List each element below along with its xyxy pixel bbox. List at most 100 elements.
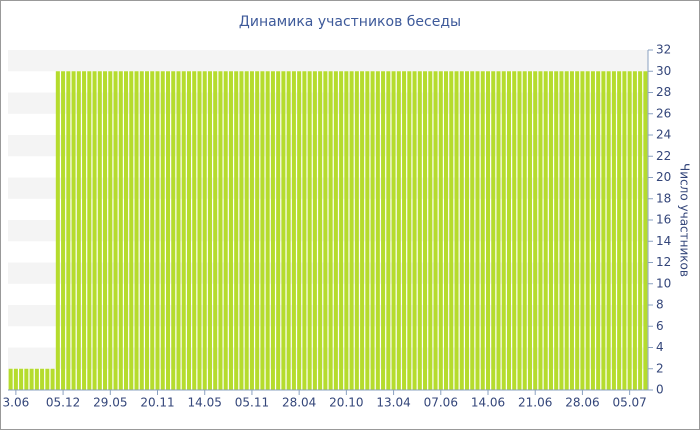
- bar: [218, 71, 223, 390]
- bar: [207, 71, 212, 390]
- x-tick-label: 05.07: [612, 396, 646, 410]
- bar: [108, 71, 113, 390]
- bar: [506, 71, 512, 390]
- bar: [386, 71, 391, 390]
- bar: [554, 71, 559, 390]
- y-tick-label: 0: [656, 383, 664, 397]
- bar: [627, 71, 632, 390]
- bar: [129, 71, 134, 390]
- bar: [228, 71, 233, 390]
- bar: [61, 71, 66, 390]
- bar: [276, 71, 281, 390]
- bar: [139, 71, 144, 390]
- bar: [470, 71, 475, 390]
- bar: [197, 71, 202, 390]
- bar: [307, 71, 312, 390]
- bar: [13, 368, 18, 390]
- bar: [601, 71, 606, 390]
- x-tick-label: 13.04: [376, 396, 410, 410]
- bar: [590, 71, 595, 390]
- y-tick-label: 20: [656, 170, 671, 184]
- bar: [29, 368, 34, 390]
- bar: [24, 368, 29, 390]
- bar: [622, 71, 627, 390]
- bar: [55, 71, 60, 390]
- bar: [533, 71, 538, 390]
- y-tick-label: 16: [656, 213, 671, 227]
- bar: [165, 71, 171, 390]
- bar: [260, 71, 265, 390]
- bar: [202, 71, 207, 390]
- y-tick-label: 24: [656, 128, 671, 142]
- x-tick-label: 05.12: [46, 396, 80, 410]
- bar: [391, 71, 396, 390]
- bar: [501, 71, 506, 390]
- bar: [144, 71, 150, 390]
- bar: [522, 71, 527, 390]
- bar: [396, 71, 401, 390]
- grid-band: [8, 50, 648, 72]
- bar: [596, 71, 601, 390]
- y-tick-label: 26: [656, 106, 671, 120]
- bar: [176, 71, 181, 390]
- bar: [485, 71, 491, 390]
- chart-title: Динамика участников беседы: [239, 14, 461, 30]
- bar: [186, 71, 192, 390]
- x-tick-label: 14.06: [471, 396, 505, 410]
- bar: [480, 71, 485, 390]
- bar: [617, 71, 622, 390]
- bar: [234, 71, 239, 390]
- x-tick-label: 07.06: [424, 396, 458, 410]
- bar: [150, 71, 155, 390]
- bar: [97, 71, 102, 390]
- bar: [444, 71, 449, 390]
- bar: [124, 71, 129, 390]
- bar: [213, 71, 218, 390]
- x-tick-label: 3.06: [3, 396, 30, 410]
- bar: [66, 71, 71, 390]
- bar: [19, 368, 24, 390]
- bar: [297, 71, 302, 390]
- bar: [134, 71, 139, 390]
- bar: [328, 71, 333, 390]
- bar: [270, 71, 275, 390]
- x-tick-label: 28.04: [282, 396, 316, 410]
- y-tick-label: 12: [656, 255, 671, 269]
- bar: [412, 71, 417, 390]
- bar: [454, 71, 459, 390]
- bar: [92, 71, 97, 390]
- x-tick-label: 28.06: [565, 396, 599, 410]
- bar: [491, 71, 496, 390]
- bar: [8, 368, 13, 390]
- y-tick-label: 18: [656, 191, 671, 205]
- bar: [181, 71, 186, 390]
- bar: [548, 71, 553, 390]
- bar: [339, 71, 344, 390]
- bar: [45, 368, 50, 390]
- bar: [255, 71, 260, 390]
- bar: [538, 71, 543, 390]
- bar: [312, 71, 317, 390]
- bar: [349, 71, 354, 390]
- bar: [585, 71, 590, 390]
- bar: [428, 71, 433, 390]
- bar: [543, 71, 548, 390]
- bar: [291, 71, 296, 390]
- bar: [423, 71, 428, 390]
- bar: [365, 71, 370, 390]
- bar: [333, 71, 338, 390]
- bar: [606, 71, 611, 390]
- bar: [360, 71, 365, 390]
- bar: [611, 71, 616, 390]
- bar: [249, 71, 254, 390]
- bar: [50, 368, 55, 390]
- bar: [354, 71, 359, 390]
- y-tick-label: 32: [656, 43, 671, 57]
- bar: [375, 71, 380, 390]
- y-tick-label: 28: [656, 85, 671, 99]
- bar: [407, 71, 412, 390]
- bar: [344, 71, 349, 390]
- bar: [171, 71, 176, 390]
- bar: [643, 71, 648, 390]
